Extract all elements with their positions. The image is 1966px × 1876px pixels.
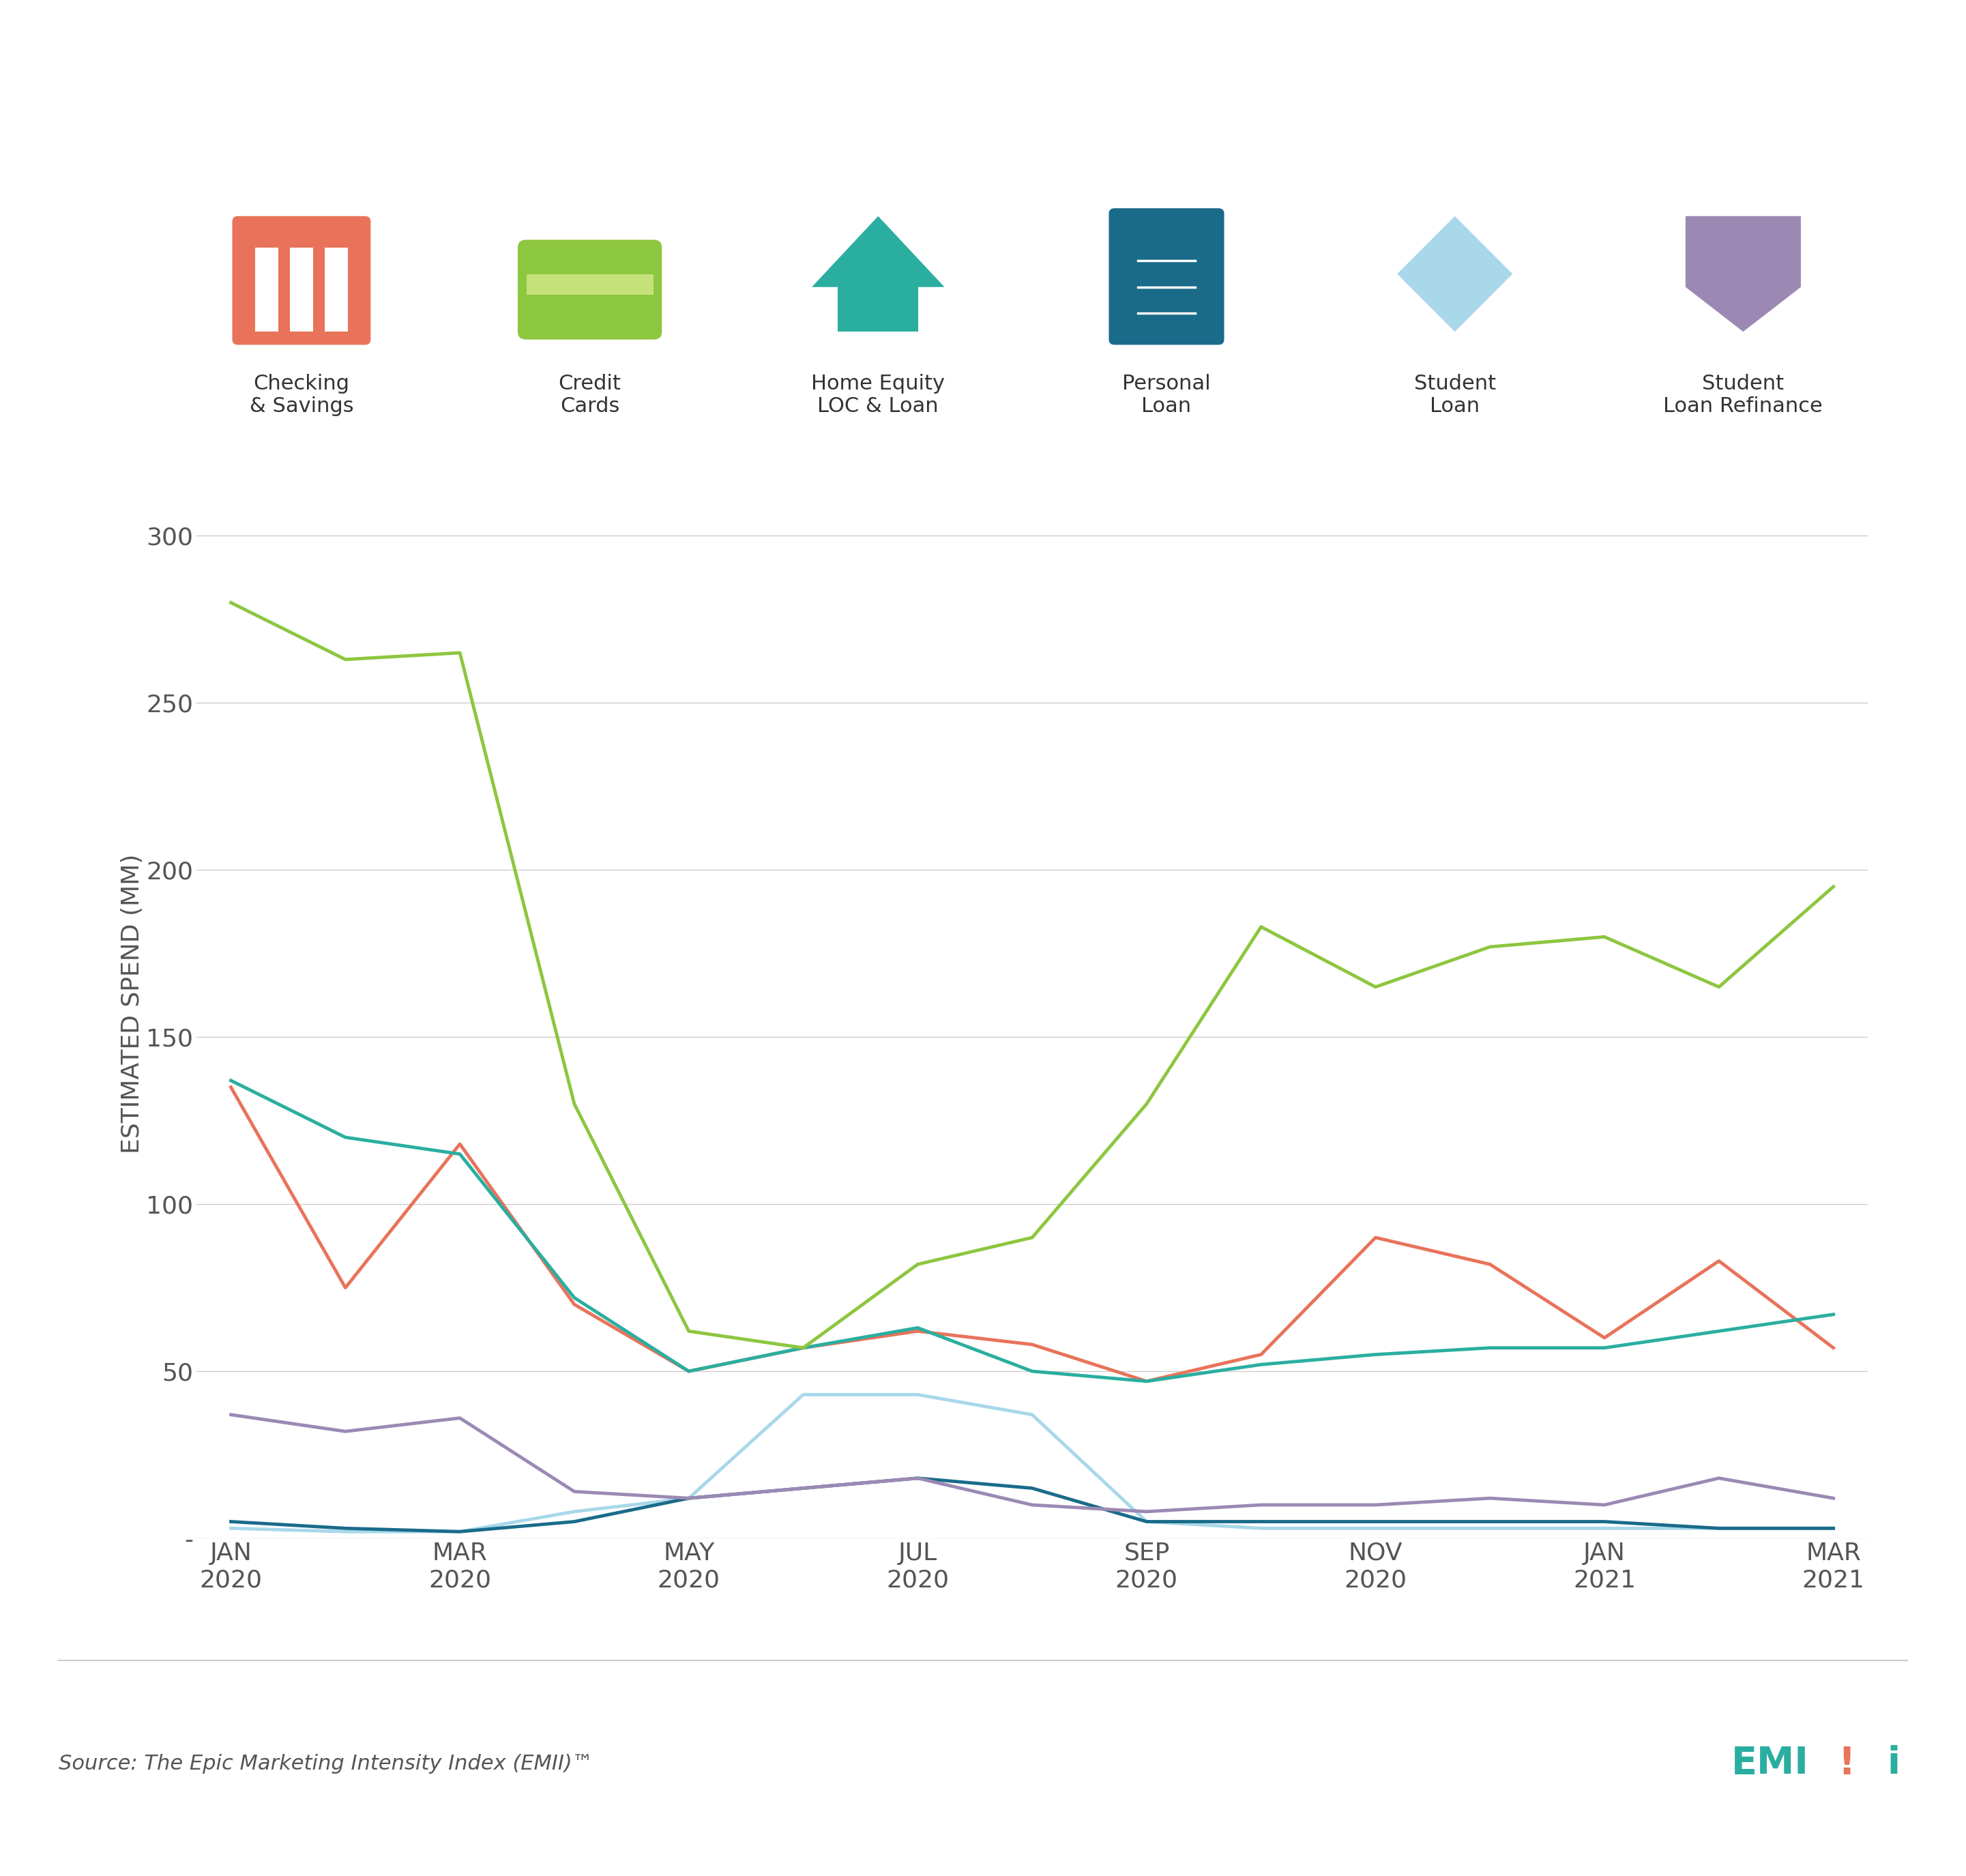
FancyBboxPatch shape xyxy=(1109,208,1225,345)
FancyBboxPatch shape xyxy=(517,240,663,340)
Y-axis label: ESTIMATED SPEND (MM): ESTIMATED SPEND (MM) xyxy=(120,854,144,1154)
Text: RELATIVE DIRECT-TO-CONSUMER SPENDING BY PRODUCT: RELATIVE DIRECT-TO-CONSUMER SPENDING BY … xyxy=(197,56,1769,103)
FancyBboxPatch shape xyxy=(232,216,372,345)
Polygon shape xyxy=(1685,216,1801,332)
Polygon shape xyxy=(812,216,944,287)
Text: EMI: EMI xyxy=(1730,1745,1809,1782)
FancyBboxPatch shape xyxy=(324,248,348,332)
Text: Personal
Loan: Personal Loan xyxy=(1123,373,1211,416)
Polygon shape xyxy=(1398,216,1512,332)
Text: Home Equity
LOC & Loan: Home Equity LOC & Loan xyxy=(812,373,946,416)
Text: i: i xyxy=(1887,1745,1901,1782)
FancyBboxPatch shape xyxy=(527,274,653,295)
FancyBboxPatch shape xyxy=(256,248,279,332)
FancyBboxPatch shape xyxy=(289,248,313,332)
Text: Credit
Cards: Credit Cards xyxy=(558,373,621,416)
Text: !: ! xyxy=(1838,1745,1856,1782)
FancyBboxPatch shape xyxy=(838,285,918,332)
Text: Checking
& Savings: Checking & Savings xyxy=(250,373,354,416)
Text: Student
Loan Refinance: Student Loan Refinance xyxy=(1663,373,1822,416)
Text: Source: The Epic Marketing Intensity Index (EMII)™: Source: The Epic Marketing Intensity Ind… xyxy=(59,1754,594,1773)
Text: Student
Loan: Student Loan xyxy=(1414,373,1496,416)
